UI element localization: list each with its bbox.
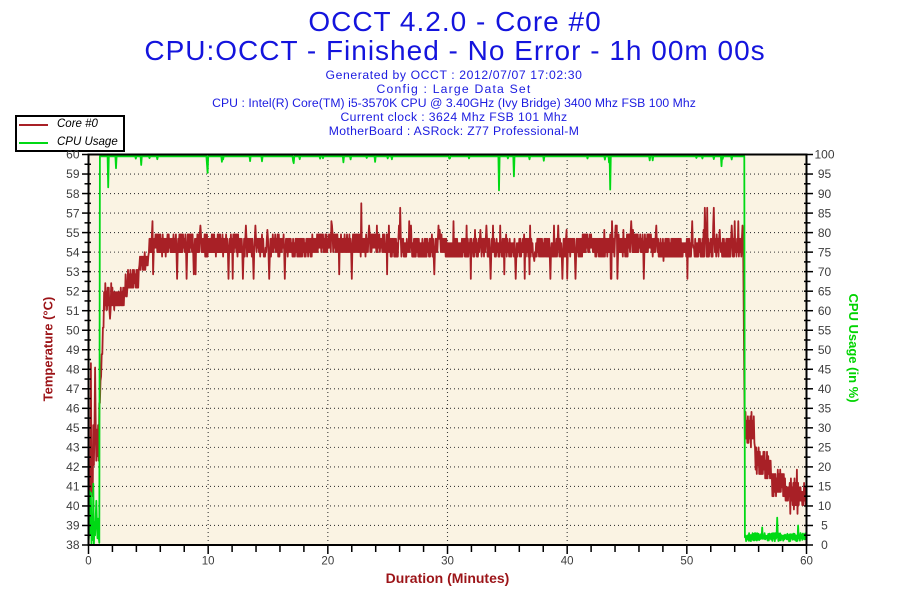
svg-text:CPU Usage (in %): CPU Usage (in %) — [846, 293, 861, 402]
svg-text:35: 35 — [818, 402, 832, 416]
svg-text:42: 42 — [66, 460, 80, 474]
svg-text:47: 47 — [66, 382, 80, 396]
svg-text:58: 58 — [66, 187, 80, 201]
svg-text:52: 52 — [66, 284, 80, 298]
svg-text:85: 85 — [818, 206, 832, 220]
svg-text:60: 60 — [800, 556, 813, 568]
svg-text:39: 39 — [66, 519, 80, 533]
svg-text:Duration (Minutes): Duration (Minutes) — [386, 570, 510, 586]
svg-text:50: 50 — [680, 556, 693, 568]
svg-text:10: 10 — [202, 556, 215, 568]
svg-text:95: 95 — [818, 167, 832, 181]
svg-text:48: 48 — [66, 362, 80, 376]
svg-text:45: 45 — [818, 362, 832, 376]
svg-text:10: 10 — [818, 499, 832, 513]
svg-text:0: 0 — [85, 556, 91, 568]
svg-text:100: 100 — [814, 148, 834, 162]
svg-text:40: 40 — [818, 382, 832, 396]
svg-text:55: 55 — [818, 323, 832, 337]
svg-text:20: 20 — [321, 556, 334, 568]
svg-text:57: 57 — [66, 206, 80, 220]
svg-text:30: 30 — [818, 421, 832, 435]
svg-text:Temperature (°C): Temperature (°C) — [41, 297, 56, 402]
svg-text:46: 46 — [66, 402, 80, 416]
svg-text:50: 50 — [818, 343, 832, 357]
svg-text:0: 0 — [821, 538, 828, 552]
svg-text:20: 20 — [818, 460, 832, 474]
svg-text:49: 49 — [66, 343, 80, 357]
svg-text:5: 5 — [821, 519, 828, 533]
svg-text:43: 43 — [66, 441, 80, 455]
svg-text:55: 55 — [66, 226, 80, 240]
svg-text:60: 60 — [818, 304, 832, 318]
svg-text:50: 50 — [66, 323, 80, 337]
svg-text:65: 65 — [818, 284, 832, 298]
svg-text:25: 25 — [818, 441, 832, 455]
svg-text:60: 60 — [66, 148, 80, 162]
svg-text:40: 40 — [66, 499, 80, 513]
svg-text:45: 45 — [66, 421, 80, 435]
svg-text:15: 15 — [818, 480, 832, 494]
svg-text:80: 80 — [818, 226, 832, 240]
svg-text:54: 54 — [66, 245, 80, 259]
svg-text:53: 53 — [66, 265, 80, 279]
svg-text:41: 41 — [66, 480, 80, 494]
svg-text:40: 40 — [561, 556, 574, 568]
svg-text:70: 70 — [818, 265, 832, 279]
svg-text:75: 75 — [818, 245, 832, 259]
svg-text:90: 90 — [818, 187, 832, 201]
svg-text:51: 51 — [66, 304, 80, 318]
svg-text:59: 59 — [66, 167, 80, 181]
svg-text:30: 30 — [441, 556, 454, 568]
svg-text:38: 38 — [66, 538, 80, 552]
